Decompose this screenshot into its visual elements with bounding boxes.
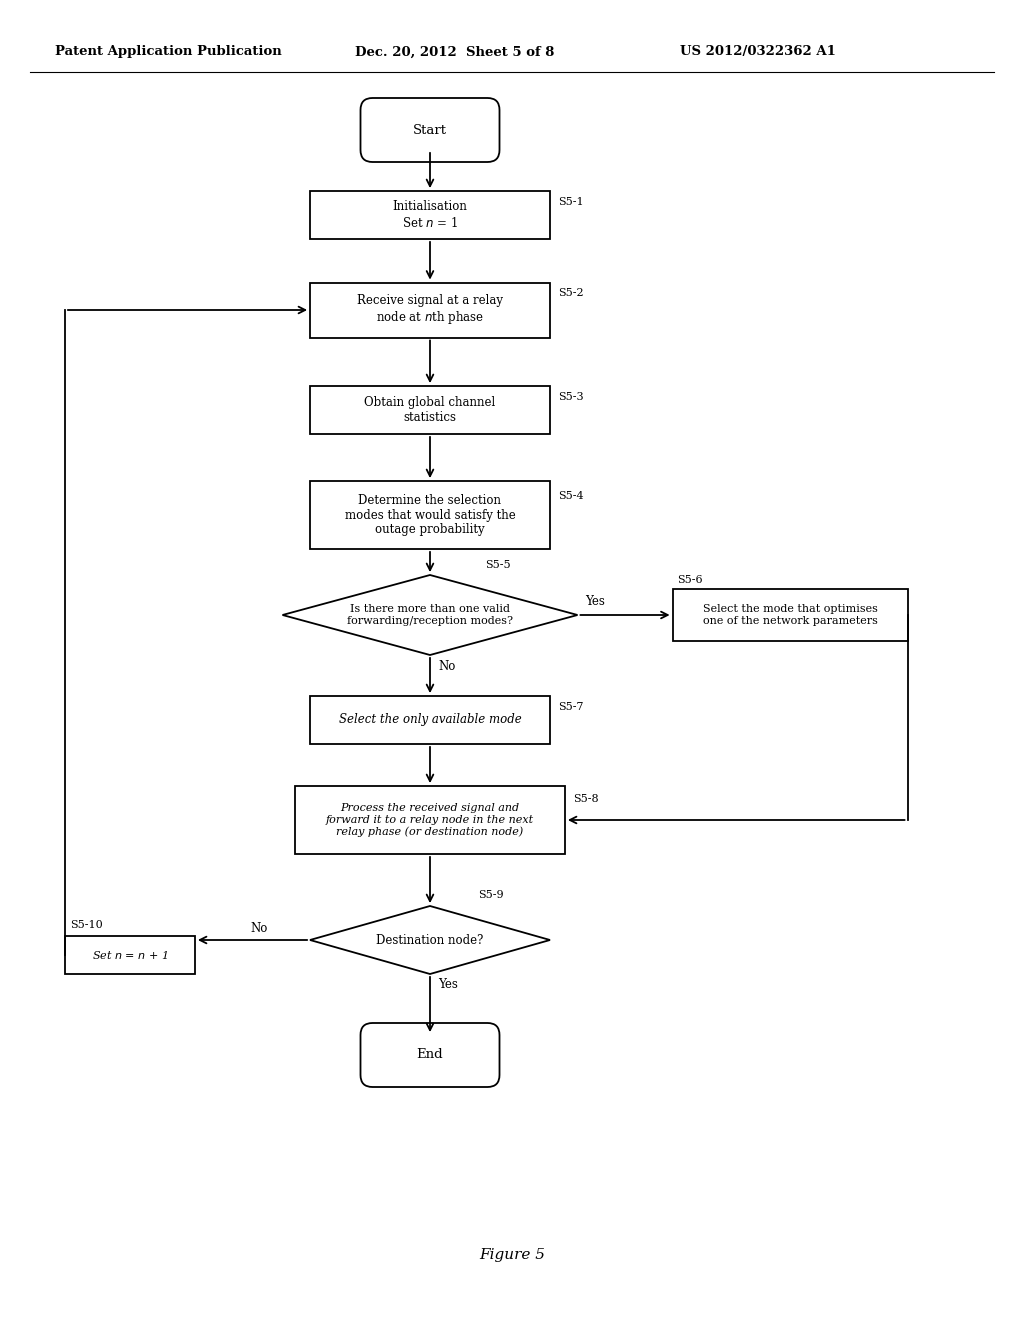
Text: Select the mode that optimises
one of the network parameters: Select the mode that optimises one of th… xyxy=(702,605,878,626)
Text: Obtain global channel
statistics: Obtain global channel statistics xyxy=(365,396,496,424)
Text: Dec. 20, 2012  Sheet 5 of 8: Dec. 20, 2012 Sheet 5 of 8 xyxy=(355,45,554,58)
Text: Process the received signal and
forward it to a relay node in the next
relay pha: Process the received signal and forward … xyxy=(326,803,535,837)
Bar xyxy=(310,480,550,549)
Text: No: No xyxy=(438,660,456,673)
Text: Figure 5: Figure 5 xyxy=(479,1247,545,1262)
Bar xyxy=(295,785,565,854)
Text: End: End xyxy=(417,1048,443,1061)
Text: S5-3: S5-3 xyxy=(558,392,584,403)
Text: S5-4: S5-4 xyxy=(558,491,584,502)
Text: Initialisation
Set $n$ = 1: Initialisation Set $n$ = 1 xyxy=(392,201,467,230)
Text: Patent Application Publication: Patent Application Publication xyxy=(55,45,282,58)
Text: S5-9: S5-9 xyxy=(478,890,504,900)
Bar xyxy=(65,936,195,974)
Text: Set $n$ = $n$ + 1: Set $n$ = $n$ + 1 xyxy=(92,949,168,961)
Text: Yes: Yes xyxy=(438,978,458,991)
Text: Determine the selection
modes that would satisfy the
outage probability: Determine the selection modes that would… xyxy=(345,494,515,536)
FancyBboxPatch shape xyxy=(360,1023,500,1086)
Text: No: No xyxy=(250,921,267,935)
Text: S5-7: S5-7 xyxy=(558,702,584,711)
Text: S5-10: S5-10 xyxy=(70,920,102,931)
Bar xyxy=(310,282,550,338)
Bar xyxy=(673,589,907,642)
Polygon shape xyxy=(283,576,578,655)
Text: Start: Start xyxy=(413,124,447,136)
Text: Is there more than one valid
forwarding/reception modes?: Is there more than one valid forwarding/… xyxy=(347,605,513,626)
Polygon shape xyxy=(310,906,550,974)
FancyBboxPatch shape xyxy=(360,98,500,162)
Text: S5-5: S5-5 xyxy=(485,560,511,570)
Text: Receive signal at a relay
node at $n$th phase: Receive signal at a relay node at $n$th … xyxy=(357,294,503,326)
Bar xyxy=(310,191,550,239)
Text: S5-8: S5-8 xyxy=(573,795,599,804)
Bar xyxy=(310,385,550,434)
Text: Select the only available mode: Select the only available mode xyxy=(339,714,521,726)
Bar xyxy=(310,696,550,744)
Text: S5-6: S5-6 xyxy=(678,576,703,585)
Text: Yes: Yes xyxy=(586,595,605,609)
Text: Destination node?: Destination node? xyxy=(376,933,483,946)
Text: S5-2: S5-2 xyxy=(558,288,584,298)
Text: US 2012/0322362 A1: US 2012/0322362 A1 xyxy=(680,45,836,58)
Text: S5-1: S5-1 xyxy=(558,197,584,207)
